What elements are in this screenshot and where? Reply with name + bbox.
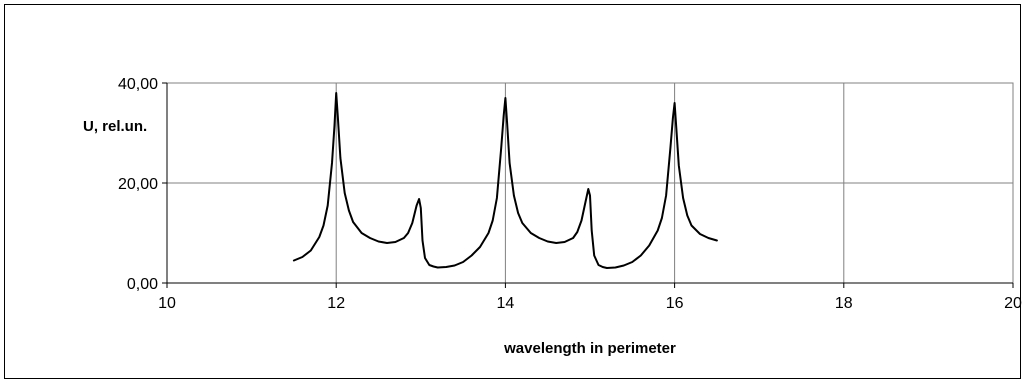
- x-tick-label: 14: [497, 295, 515, 312]
- x-tick-label: 20: [1004, 295, 1022, 312]
- tick-layer: 0,00 20,00 40,00 10 12 14 16 18 20: [118, 76, 1022, 312]
- x-tick-label: 18: [835, 295, 853, 312]
- grid-layer: [162, 82, 1014, 288]
- x-axis-title: wavelength in perimeter: [503, 340, 676, 357]
- y-tick-label: 40,00: [118, 76, 158, 93]
- series-line: [292, 92, 718, 269]
- y-axis-title: U, rel.un.: [83, 118, 147, 135]
- y-tick-label: 0,00: [127, 276, 158, 293]
- y-tick-label: 20,00: [118, 176, 158, 193]
- chart-svg: 0,00 20,00 40,00 10 12 14 16 18 20 U, rel.un. wa…: [83, 76, 1022, 357]
- x-tick-label: 12: [327, 295, 345, 312]
- x-tick-label: 16: [666, 295, 684, 312]
- x-tick-label: 10: [158, 295, 176, 312]
- series-layer: [292, 92, 718, 269]
- chart-frame: 0,00 20,00 40,00 10 12 14 16 18 20 U, rel.un. wa…: [4, 4, 1022, 379]
